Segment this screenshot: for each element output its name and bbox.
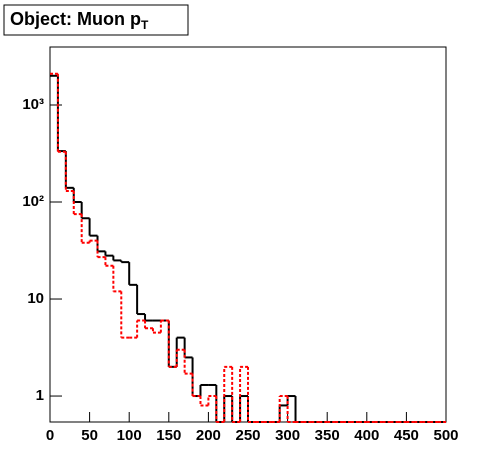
title-box [3, 4, 189, 36]
x-tick-label: 400 [354, 427, 379, 444]
title-text: Object: Muon p [10, 9, 141, 29]
x-tick-label: 150 [156, 427, 181, 444]
x-tick-label: 0 [46, 427, 54, 444]
y-tick-label: 10² [22, 193, 44, 210]
y-tick-label: 10³ [22, 96, 44, 113]
x-tick-label: 350 [315, 427, 340, 444]
plot-frame [49, 46, 447, 423]
x-tick-label: 100 [117, 427, 142, 444]
y-tick-label: 1 [36, 387, 44, 404]
x-tick-label: 250 [235, 427, 260, 444]
y-tick-label: 10 [27, 290, 44, 307]
x-tick-label: 200 [196, 427, 221, 444]
chart-title: Object: Muon pT [10, 9, 149, 32]
x-tick-label: 500 [433, 427, 458, 444]
x-tick-label: 300 [275, 427, 300, 444]
x-tick-label: 50 [81, 427, 98, 444]
title-subscript: T [141, 18, 149, 32]
x-tick-label: 450 [394, 427, 419, 444]
